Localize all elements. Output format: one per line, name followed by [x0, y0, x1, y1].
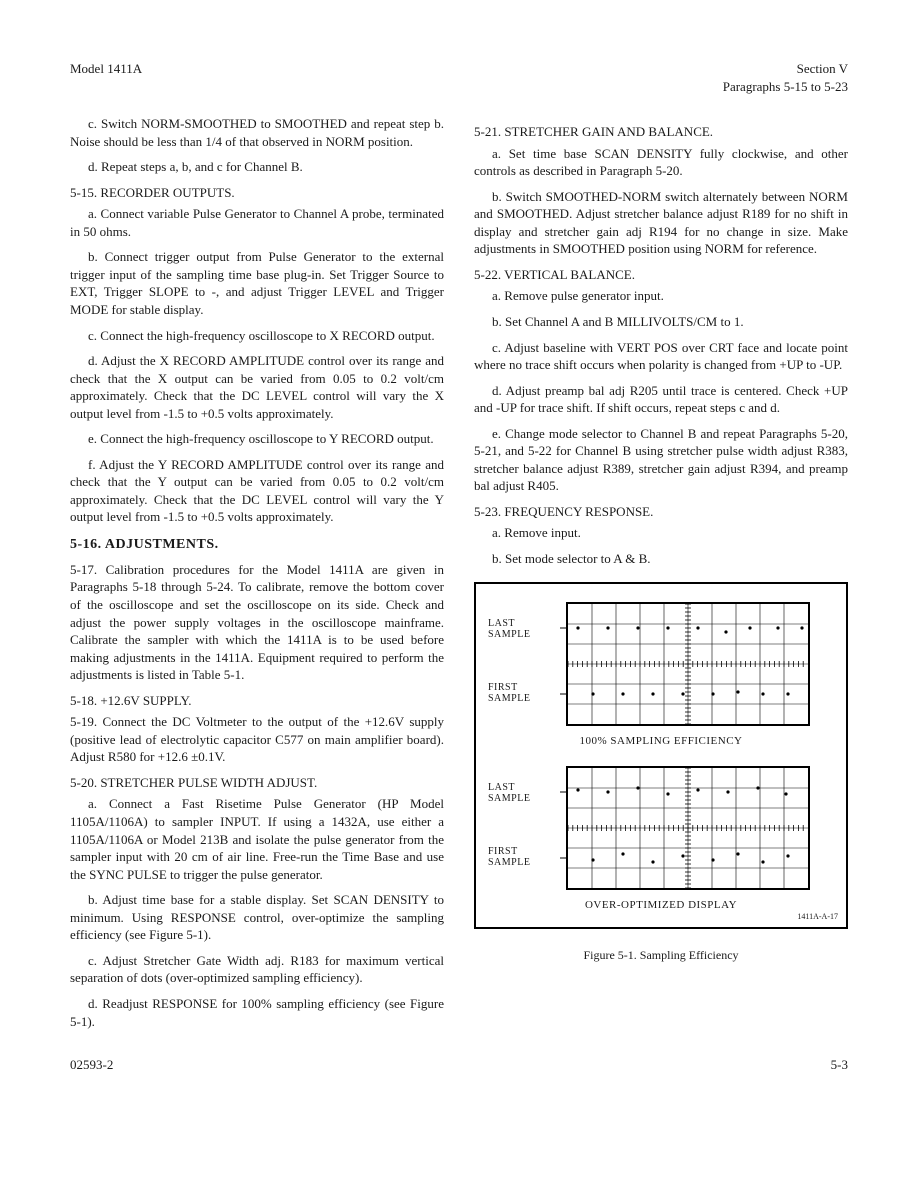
para-520a: a. Connect a Fast Risetime Pulse Generat… — [70, 795, 444, 883]
para-515a: a. Connect variable Pulse Generator to C… — [70, 205, 444, 240]
para-522e: e. Change mode selector to Channel B and… — [474, 425, 848, 495]
scope-grid-2 — [566, 766, 810, 890]
label-last-sample-1: LASTSAMPLE — [488, 618, 530, 640]
para-520d: d. Readjust RESPONSE for 100% sampling e… — [70, 995, 444, 1030]
right-column: 5-21. STRETCHER GAIN AND BALANCE. a. Set… — [474, 115, 848, 1038]
para-522b: b. Set Channel A and B MILLIVOLTS/CM to … — [474, 313, 848, 331]
figure-caption: Figure 5-1. Sampling Efficiency — [474, 947, 848, 963]
para-517: 5-17. Calibration procedures for the Mod… — [70, 561, 444, 684]
header-section: Section V — [723, 60, 848, 78]
scope-grid-1 — [566, 602, 810, 726]
caption-overopt: OVER-OPTIMIZED DISPLAY — [476, 898, 846, 913]
heading-5-23: 5-23. FREQUENCY RESPONSE. — [474, 503, 848, 521]
left-column: c. Switch NORM-SMOOTHED to SMOOTHED and … — [70, 115, 444, 1038]
header-model: Model 1411A — [70, 60, 142, 95]
label-last-sample-2: LASTSAMPLE — [488, 782, 530, 804]
figure-5-1: LASTSAMPLE FIRSTSAMPLE 100% SAMPLING EFF… — [474, 582, 848, 930]
para-523b: b. Set mode selector to A & B. — [474, 550, 848, 568]
label-first-sample-1: FIRSTSAMPLE — [488, 682, 530, 704]
heading-5-15: 5-15. RECORDER OUTPUTS. — [70, 184, 444, 202]
scope-svg-1 — [568, 604, 808, 724]
para-522c: c. Adjust baseline with VERT POS over CR… — [474, 339, 848, 374]
heading-5-16: 5-16. ADJUSTMENTS. — [70, 536, 444, 555]
scope-overopt: LASTSAMPLE FIRSTSAMPLE — [566, 766, 824, 890]
page-footer: 02593-2 5-3 — [70, 1056, 848, 1074]
scope-100pct: LASTSAMPLE FIRSTSAMPLE — [566, 602, 824, 726]
figure-id: 1411A-A-17 — [797, 912, 838, 923]
para-d: d. Repeat steps a, b, and c for Channel … — [70, 158, 444, 176]
heading-5-22: 5-22. VERTICAL BALANCE. — [474, 266, 848, 284]
scope-svg-2 — [568, 768, 808, 888]
page-header: Model 1411A Section V Paragraphs 5-15 to… — [70, 60, 848, 95]
footer-left: 02593-2 — [70, 1056, 113, 1074]
para-c: c. Switch NORM-SMOOTHED to SMOOTHED and … — [70, 115, 444, 150]
para-519: 5-19. Connect the DC Voltmeter to the ou… — [70, 713, 444, 766]
para-523a: a. Remove input. — [474, 524, 848, 542]
label-first-sample-2: FIRSTSAMPLE — [488, 846, 530, 868]
para-515c: c. Connect the high-frequency oscillosco… — [70, 327, 444, 345]
heading-5-18: 5-18. +12.6V SUPPLY. — [70, 692, 444, 710]
footer-right: 5-3 — [831, 1056, 848, 1074]
para-522d: d. Adjust preamp bal adj R205 until trac… — [474, 382, 848, 417]
header-right: Section V Paragraphs 5-15 to 5-23 — [723, 60, 848, 95]
caption-100pct: 100% SAMPLING EFFICIENCY — [476, 734, 846, 749]
para-521b: b. Switch SMOOTHED-NORM switch alternate… — [474, 188, 848, 258]
heading-5-21: 5-21. STRETCHER GAIN AND BALANCE. — [474, 123, 848, 141]
para-515d: d. Adjust the X RECORD AMPLITUDE control… — [70, 352, 444, 422]
page-body: c. Switch NORM-SMOOTHED to SMOOTHED and … — [70, 115, 848, 1038]
heading-5-20: 5-20. STRETCHER PULSE WIDTH ADJUST. — [70, 774, 444, 792]
para-520b: b. Adjust time base for a stable display… — [70, 891, 444, 944]
para-515e: e. Connect the high-frequency oscillosco… — [70, 430, 444, 448]
para-515f: f. Adjust the Y RECORD AMPLITUDE control… — [70, 456, 444, 526]
header-para-range: Paragraphs 5-15 to 5-23 — [723, 78, 848, 96]
para-522a: a. Remove pulse generator input. — [474, 287, 848, 305]
para-515b: b. Connect trigger output from Pulse Gen… — [70, 248, 444, 318]
para-521a: a. Set time base SCAN DENSITY fully cloc… — [474, 145, 848, 180]
para-520c: c. Adjust Stretcher Gate Width adj. R183… — [70, 952, 444, 987]
